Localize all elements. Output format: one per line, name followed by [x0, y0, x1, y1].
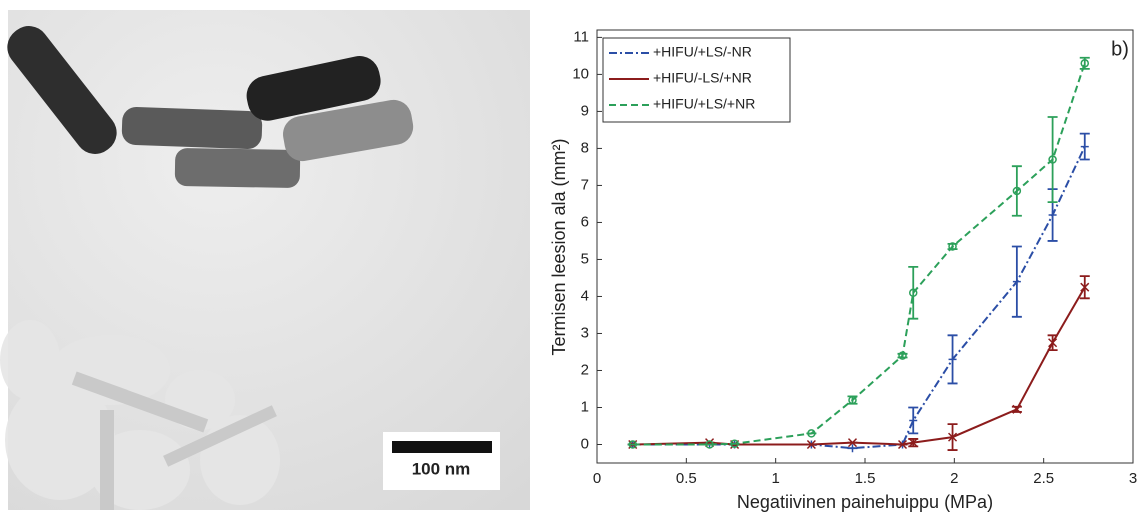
marker	[1012, 404, 1022, 414]
marker	[948, 355, 957, 364]
y-tick-label: 8	[581, 139, 589, 156]
marker	[948, 432, 958, 442]
marker	[806, 439, 816, 450]
y-axis-label: Termisen leesion ala (mm²)	[549, 138, 569, 355]
x-tick-label: 3	[1129, 470, 1137, 487]
marker	[847, 438, 858, 448]
marker	[948, 242, 957, 251]
y-tick-label: 5	[581, 250, 589, 267]
error-bar-line	[908, 265, 919, 320]
error-bar	[908, 265, 919, 320]
legend-label: +HIFU/+LS/-NR	[653, 44, 752, 60]
marker	[1048, 155, 1057, 164]
error-bar	[1047, 116, 1058, 203]
micrograph: 100 nm	[0, 10, 530, 510]
marker	[628, 440, 637, 449]
error-bar	[1011, 165, 1022, 217]
x-tick-label: 2	[950, 470, 958, 487]
error-bar-line	[1047, 116, 1058, 203]
y-tick-label: 7	[581, 176, 589, 193]
marker	[909, 416, 918, 425]
error-bar-line	[1011, 165, 1022, 217]
marker	[1012, 186, 1022, 196]
marker	[897, 439, 908, 450]
y-tick-label: 0	[581, 435, 589, 452]
x-tick-label: 0	[593, 470, 601, 487]
legend-label: +HIFU/-LS/+NR	[653, 70, 752, 86]
marker	[848, 395, 857, 405]
x-tick-label: 1	[771, 470, 779, 487]
marker	[730, 439, 739, 449]
marker	[807, 429, 816, 438]
legend-label: +HIFU/+LS/+NR	[653, 96, 755, 112]
marker	[848, 444, 857, 453]
x-tick-label: 1.5	[855, 470, 876, 487]
marker	[1048, 338, 1058, 348]
y-tick-label: 9	[581, 102, 589, 119]
y-tick-label: 10	[572, 65, 589, 82]
legend: +HIFU/+LS/-NR +HIFU/-LS/+NR +HIFU/+LS/+NR	[602, 37, 791, 123]
marker	[908, 438, 918, 448]
marker	[1048, 211, 1057, 220]
x-tick-label: 0.5	[676, 470, 697, 487]
marker	[1012, 277, 1021, 286]
y-tick-label: 4	[581, 287, 589, 304]
y-tick-label: 1	[581, 398, 589, 415]
scale-bar-label: 100 nm	[412, 459, 471, 478]
x-tick-label: 2.5	[1033, 470, 1054, 487]
marker	[898, 351, 907, 360]
marker	[1080, 142, 1089, 151]
marker	[1080, 59, 1090, 68]
y-tick-label: 3	[581, 324, 589, 341]
y-tick-label: 11	[573, 28, 589, 45]
marker	[1080, 282, 1090, 292]
x-axis-label: Negatiivinen painehuippu (MPa)	[737, 492, 993, 512]
marker	[908, 288, 918, 298]
marker	[705, 440, 714, 449]
annotation: b)	[1111, 38, 1129, 60]
y-tick-label: 2	[581, 361, 589, 378]
y-tick-label: 6	[581, 213, 589, 230]
